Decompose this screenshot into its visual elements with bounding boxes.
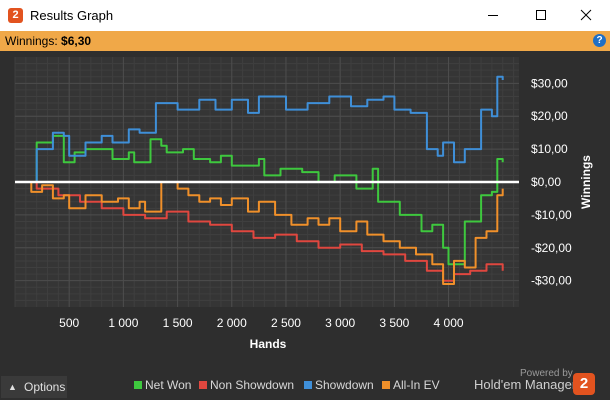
x-axis-title: Hands <box>250 337 287 351</box>
series-line-showdown <box>15 75 504 183</box>
y-axis: $30,00 $20,00 $10,00 $0,00 -$10,00 -$20,00 -$3… <box>531 76 572 287</box>
title-bar: 2 Results Graph <box>0 0 610 31</box>
minimize-button[interactable] <box>470 0 516 31</box>
x-tick-label: 2 500 <box>271 316 301 330</box>
y-tick-label: $20,00 <box>531 109 568 123</box>
series-line-net-won <box>15 134 504 266</box>
series-line-all-in-ev <box>15 181 504 285</box>
winnings-bar: Winnings: $6,30 <box>0 31 610 51</box>
options-label: Options <box>24 380 66 394</box>
winnings-value: $6,30 <box>61 34 92 48</box>
winnings-label: Winnings: <box>5 34 58 48</box>
x-tick-label: 1 500 <box>163 316 193 330</box>
legend-swatch-net-won <box>134 381 142 389</box>
help-icon[interactable]: ? <box>593 34 606 47</box>
x-tick-label: 3 500 <box>379 316 409 330</box>
x-tick-label: 4 000 <box>434 316 464 330</box>
y-tick-label: -$30,00 <box>531 274 572 288</box>
x-tick-label: 3 000 <box>325 316 355 330</box>
winnings-summary: Winnings: $6,30 <box>5 34 91 48</box>
minimize-icon <box>488 15 498 16</box>
close-button[interactable] <box>563 0 609 31</box>
x-axis: 500 1 000 1 500 2 000 2 500 3 000 3 500 4 000 <box>59 316 464 330</box>
x-tick-label: 2 000 <box>217 316 247 330</box>
close-icon <box>580 9 592 21</box>
window-title: Results Graph <box>30 8 114 23</box>
y-axis-title: Winnings <box>579 155 593 209</box>
maximize-icon <box>536 10 546 20</box>
legend-swatch-non-showdown <box>199 381 207 389</box>
y-tick-label: -$20,00 <box>531 241 572 255</box>
holdem-manager-logo: 2 <box>573 373 595 395</box>
holdem-manager-icon: 2 <box>8 8 23 23</box>
x-tick-label: 500 <box>59 316 79 330</box>
powered-by-label: Powered by <box>520 368 573 379</box>
y-tick-label: $30,00 <box>531 76 568 90</box>
y-tick-label: $0,00 <box>531 175 561 189</box>
y-tick-label: $10,00 <box>531 142 568 156</box>
x-tick-label: 1 000 <box>108 316 138 330</box>
chevron-up-icon: ▲ <box>8 382 17 392</box>
series-layer <box>15 75 519 285</box>
brand-name: Hold'em Manager <box>474 377 577 392</box>
legend-swatch-all-in-ev <box>382 381 390 389</box>
options-button[interactable]: ▲ Options <box>1 376 67 398</box>
maximize-button[interactable] <box>518 0 564 31</box>
legend-swatch-showdown <box>304 381 312 389</box>
y-tick-label: -$10,00 <box>531 208 572 222</box>
legend-non-showdown[interactable]: Non Showdown <box>210 378 295 392</box>
legend-net-won[interactable]: Net Won <box>145 378 192 392</box>
legend-all-in-ev[interactable]: All-In EV <box>393 378 440 392</box>
legend-showdown[interactable]: Showdown <box>315 378 374 392</box>
